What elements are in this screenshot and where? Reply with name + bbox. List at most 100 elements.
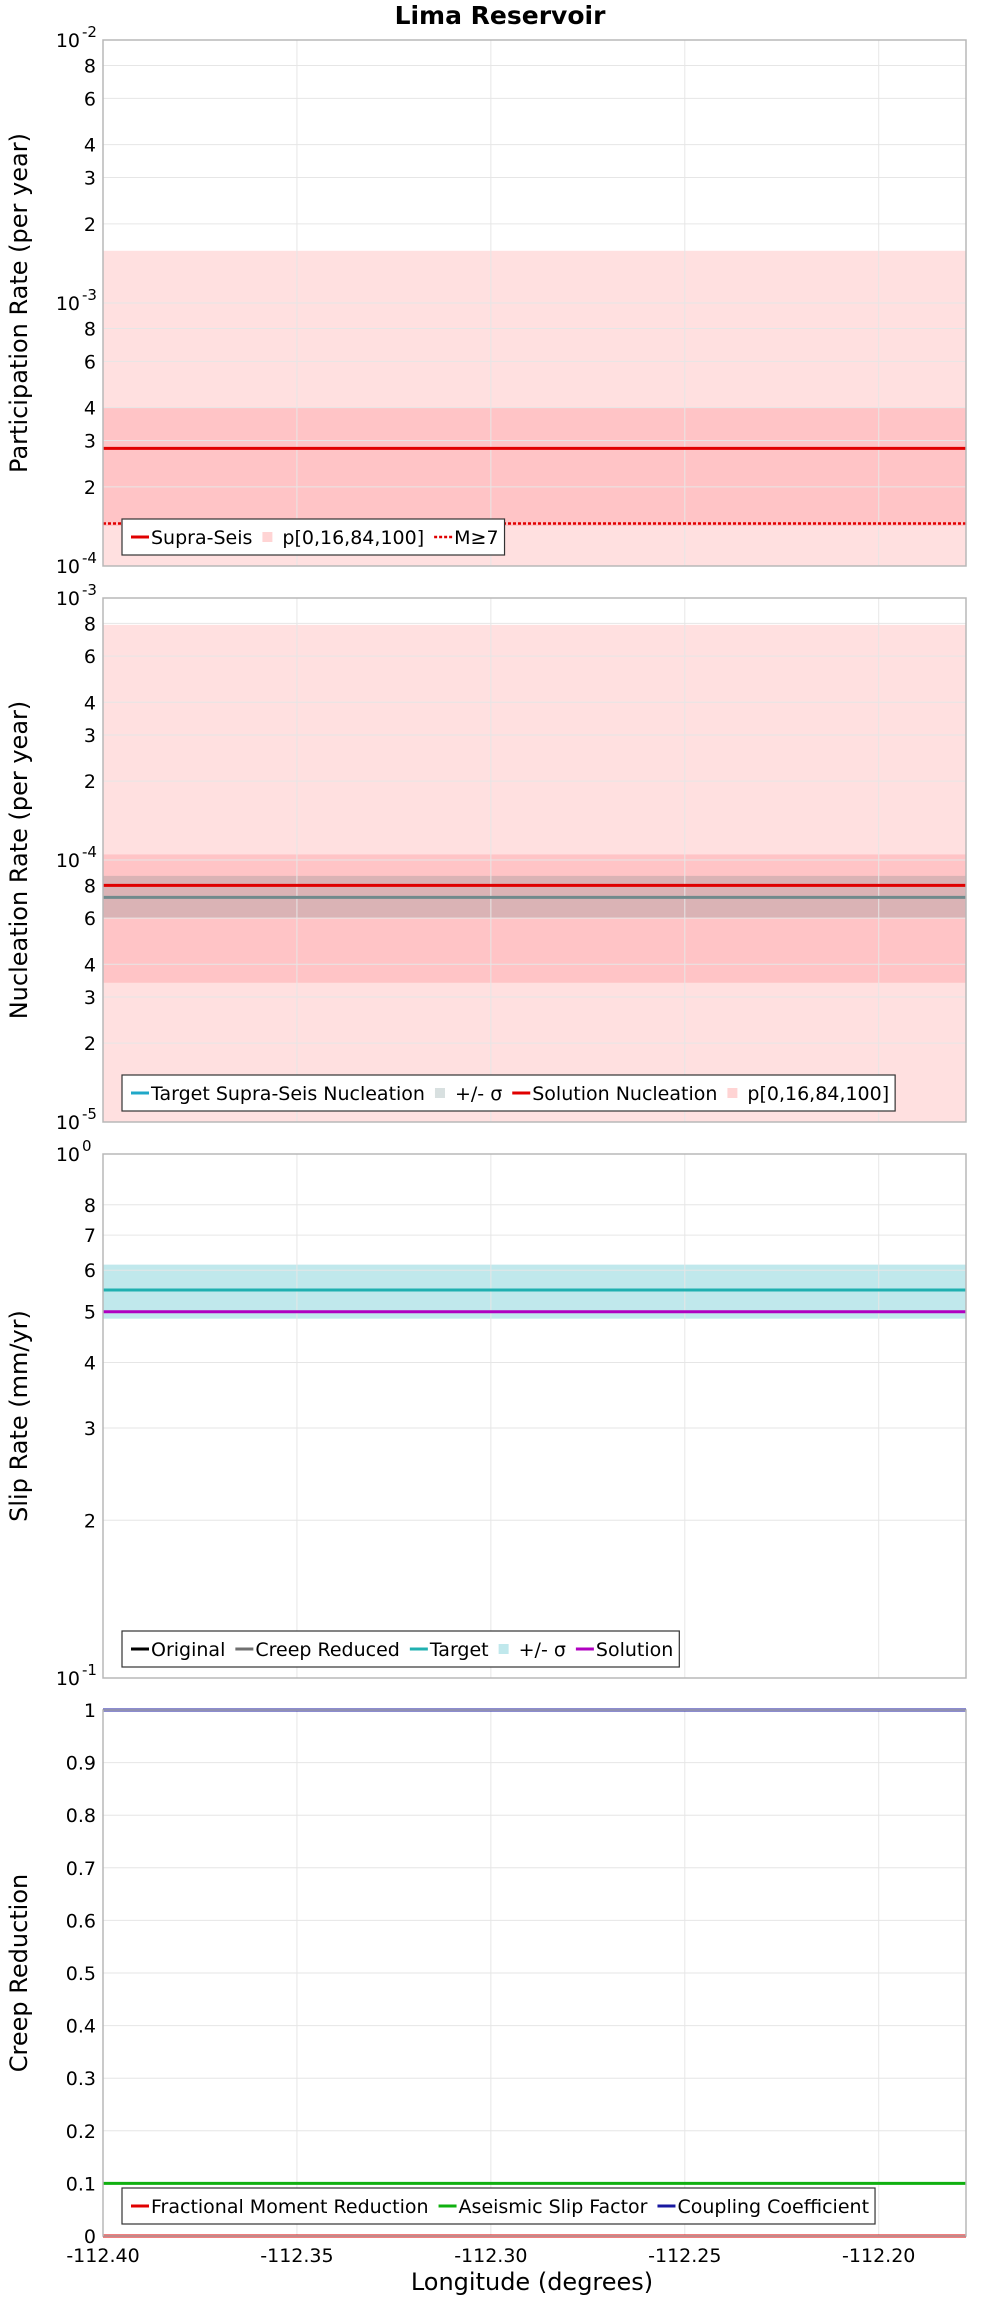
legend: Fractional Moment Reduction Aseismic Slip… bbox=[121, 2187, 876, 2225]
chart-title: Lima Reservoir bbox=[395, 1, 607, 30]
x-tick-label: -112.20 bbox=[842, 2245, 915, 2267]
y-tick-label: 10 bbox=[56, 1112, 80, 1134]
y-axis-label: Creep Reduction bbox=[5, 1874, 33, 2072]
y-tick-label: 0.3 bbox=[66, 2068, 96, 2090]
x-axis-label: Longitude (degrees) bbox=[411, 2268, 653, 2296]
x-tick-label: -112.35 bbox=[260, 2245, 333, 2267]
y-tick-label: 10 bbox=[56, 30, 80, 52]
y-tick-label: 8 bbox=[84, 1195, 96, 1217]
legend-swatch bbox=[434, 1088, 445, 1098]
x-tick-label: -112.25 bbox=[648, 2245, 721, 2267]
y-tick-label: 5 bbox=[84, 1302, 96, 1324]
y-axis-label: Participation Rate (per year) bbox=[5, 133, 33, 473]
legend-label: Target bbox=[429, 1639, 489, 1661]
legend: Original Creep Reduced Target +/- σ Solution bbox=[121, 1630, 680, 1668]
y-tick-label: 0.9 bbox=[66, 1753, 96, 1775]
y-tick-label: 2 bbox=[84, 771, 96, 793]
y-tick-label: 0.6 bbox=[66, 1910, 96, 1932]
y-tick-label: 6 bbox=[84, 908, 96, 930]
y-tick-exponent: -4 bbox=[82, 843, 97, 861]
y-tick-label: 3 bbox=[84, 987, 96, 1009]
y-tick-label: 10 bbox=[56, 1144, 80, 1166]
legend-box bbox=[121, 2187, 876, 2225]
y-tick-label: 6 bbox=[84, 88, 96, 110]
y-tick-label: 2 bbox=[84, 1033, 96, 1055]
y-tick-label: 2 bbox=[84, 477, 96, 499]
legend-label: Supra-Seis bbox=[151, 527, 252, 549]
y-tick-exponent: -2 bbox=[82, 23, 97, 41]
legend-label: Solution Nucleation bbox=[532, 1083, 717, 1105]
y-tick-label: 0.7 bbox=[66, 1858, 96, 1880]
band-2 bbox=[103, 407, 966, 526]
y-tick-label: 0.2 bbox=[66, 2121, 96, 2143]
y-tick-label: 10 bbox=[56, 588, 80, 610]
x-tick-label: -112.40 bbox=[66, 2245, 139, 2267]
x-tick-label: -112.30 bbox=[454, 2245, 527, 2267]
y-tick-label: 1 bbox=[84, 1700, 96, 1722]
y-tick-label: 4 bbox=[84, 135, 96, 157]
y-tick-exponent: 0 bbox=[82, 1137, 92, 1155]
band-1 bbox=[103, 1264, 966, 1319]
y-tick-exponent: -4 bbox=[82, 549, 97, 567]
y-axis-label: Nucleation Rate (per year) bbox=[5, 701, 33, 1020]
y-tick-label: 10 bbox=[56, 556, 80, 578]
y-tick-label: 3 bbox=[84, 1418, 96, 1440]
y-tick-exponent: -3 bbox=[82, 581, 97, 599]
legend: Target Supra-Seis Nucleation +/- σ Solutio… bbox=[121, 1074, 896, 1112]
y-tick-label: 7 bbox=[84, 1225, 96, 1247]
legend-label: Aseismic Slip Factor bbox=[459, 2196, 648, 2218]
y-tick-label: 4 bbox=[84, 692, 96, 714]
y-tick-label: 10 bbox=[56, 850, 80, 872]
legend-label: p[0,16,84,100] bbox=[282, 527, 424, 549]
y-tick-label: 6 bbox=[84, 351, 96, 373]
x-axis: -112.40 -112.35 -112.30 -112.25 -112.20 bbox=[66, 2245, 915, 2267]
legend-swatch bbox=[727, 1088, 738, 1098]
y-tick-exponent: -1 bbox=[82, 1661, 97, 1679]
legend: Supra-Seis p[0,16,84,100] M≥7 bbox=[121, 518, 506, 556]
plot-frame bbox=[102, 39, 967, 567]
y-tick-exponent: -3 bbox=[82, 286, 97, 304]
legend-label: +/- σ bbox=[455, 1083, 502, 1105]
legend-label: Solution bbox=[596, 1639, 673, 1661]
plot-frame bbox=[102, 597, 967, 1123]
y-tick-label: 8 bbox=[84, 875, 96, 897]
y-tick-label: 4 bbox=[84, 1353, 96, 1375]
legend-label: Original bbox=[151, 1639, 225, 1661]
plot-frame bbox=[102, 1153, 967, 1679]
y-tick-label: 8 bbox=[84, 318, 96, 340]
legend-label: Coupling Coefficient bbox=[677, 2196, 869, 2218]
legend-box bbox=[121, 1074, 896, 1112]
legend-label: Creep Reduced bbox=[255, 1639, 399, 1661]
y-tick-label: 0.5 bbox=[66, 1963, 96, 1985]
y-tick-label: 2 bbox=[84, 1510, 96, 1532]
legend-label: Fractional Moment Reduction bbox=[151, 2196, 429, 2218]
y-tick-label: 3 bbox=[84, 431, 96, 453]
plot-frame bbox=[102, 1709, 967, 2237]
legend-label: p[0,16,84,100] bbox=[747, 1083, 889, 1105]
y-tick-label: 6 bbox=[84, 1260, 96, 1282]
y-tick-label: 4 bbox=[84, 954, 96, 976]
legend-swatch bbox=[498, 1644, 509, 1654]
legend-label: M≥7 bbox=[454, 527, 498, 549]
y-tick-label: 0.1 bbox=[66, 2173, 96, 2195]
y-tick-label: 10 bbox=[56, 293, 80, 315]
y-tick-label: 8 bbox=[84, 55, 96, 77]
y-tick-label: 3 bbox=[84, 725, 96, 747]
legend-label: +/- σ bbox=[519, 1639, 566, 1661]
y-tick-label: 0.4 bbox=[66, 2016, 96, 2038]
y-tick-label: 0 bbox=[84, 2226, 96, 2248]
y-tick-label: 4 bbox=[84, 398, 96, 420]
y-tick-label: 0.8 bbox=[66, 1805, 96, 1827]
y-tick-label: 3 bbox=[84, 168, 96, 190]
y-tick-label: 6 bbox=[84, 646, 96, 668]
legend-swatch bbox=[262, 532, 273, 542]
y-tick-label: 10 bbox=[56, 1668, 80, 1690]
legend-label: Target Supra-Seis Nucleation bbox=[150, 1083, 425, 1105]
y-tick-exponent: -5 bbox=[82, 1105, 97, 1123]
y-tick-label: 8 bbox=[84, 613, 96, 635]
